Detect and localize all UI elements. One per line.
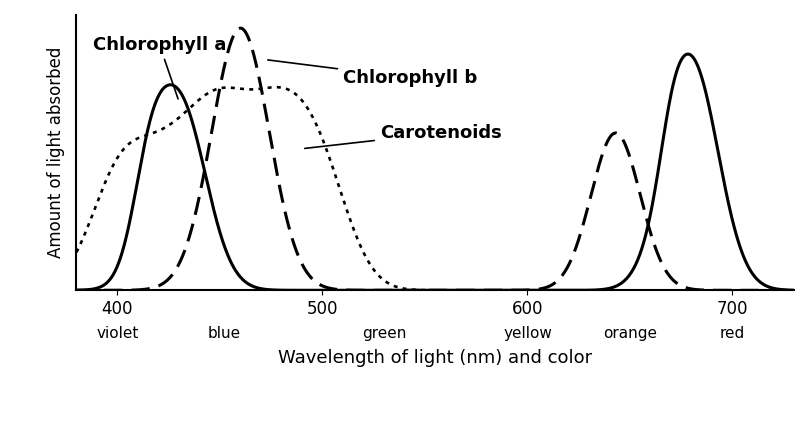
Text: Chlorophyll b: Chlorophyll b <box>268 60 477 87</box>
Y-axis label: Amount of light absorbed: Amount of light absorbed <box>48 47 66 258</box>
Text: orange: orange <box>603 326 657 341</box>
Text: violet: violet <box>96 326 138 341</box>
Text: green: green <box>362 326 406 341</box>
Text: Chlorophyll a: Chlorophyll a <box>93 36 227 99</box>
Text: blue: blue <box>208 326 240 341</box>
Text: yellow: yellow <box>503 326 552 341</box>
Text: Carotenoids: Carotenoids <box>305 124 502 148</box>
Text: red: red <box>720 326 745 341</box>
X-axis label: Wavelength of light (nm) and color: Wavelength of light (nm) and color <box>278 349 592 367</box>
